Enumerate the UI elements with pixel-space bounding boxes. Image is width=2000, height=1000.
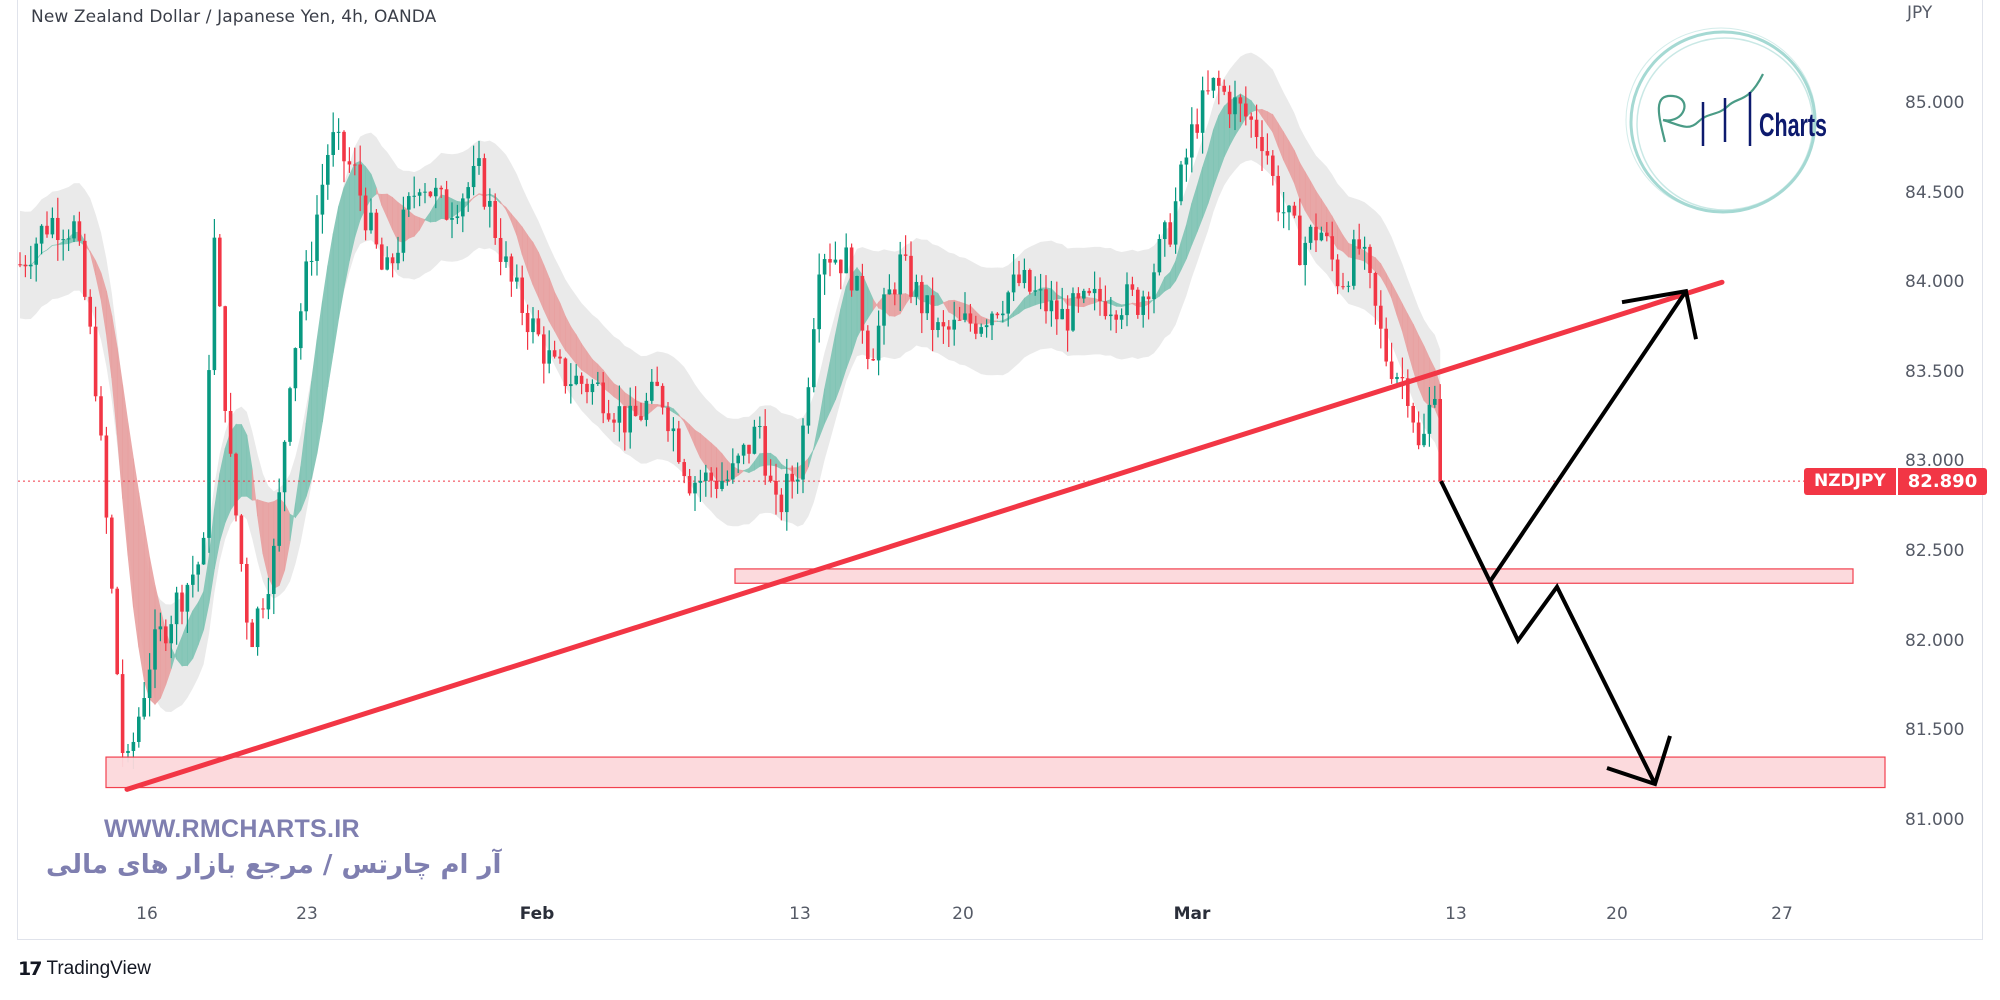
watermark-tagline: آر ام چارتس / مرجع بازار های مالی (46, 850, 502, 880)
tradingview-brand: TradingView (46, 958, 152, 979)
price-tick: 85.000 (1905, 93, 1965, 113)
price-tick: 83.500 (1905, 361, 1965, 382)
price-tick: 84.500 (1905, 182, 1965, 203)
axis-currency-label: JPY (1907, 3, 1933, 23)
time-tick: 13 (789, 904, 811, 924)
badge-symbol: NZDJPY (1804, 468, 1896, 496)
zone-support-lower[interactable] (105, 756, 1886, 789)
projection-arrows[interactable] (1439, 288, 1698, 787)
logo-candles-icon (1701, 92, 1752, 146)
candlesticks (18, 70, 1442, 769)
badge-price: 82.890 (1897, 468, 1988, 496)
chart-title: New Zealand Dollar / Japanese Yen, 4h, O… (31, 7, 437, 27)
logo-text: Charts (1759, 107, 1827, 143)
logo-signature-icon (1657, 73, 1764, 143)
time-tick: 20 (1606, 904, 1628, 924)
price-tick: 81.500 (1905, 720, 1965, 741)
footer-branding[interactable]: 17 TradingView (18, 958, 151, 980)
price-tick: 84.000 (1905, 272, 1965, 293)
time-tick: 16 (136, 904, 158, 924)
time-tick: 13 (1445, 904, 1467, 924)
tradingview-logo-icon: 17 (18, 958, 42, 980)
price-tick: 82.000 (1905, 630, 1965, 651)
last-price-badge: NZDJPY 82.890 (1804, 468, 1988, 496)
time-tick: Mar (1173, 904, 1211, 924)
time-tick: Feb (519, 904, 555, 924)
support-zones[interactable] (105, 568, 1886, 789)
logo-circle-icon (1625, 27, 1817, 214)
trendline[interactable] (124, 279, 1725, 792)
zone-support-upper[interactable] (734, 568, 1854, 584)
time-tick: 27 (1771, 904, 1793, 924)
price-tick: 83.000 (1905, 451, 1965, 472)
watermark-url: WWW.RMCHARTS.IR (104, 815, 360, 843)
time-tick: 20 (952, 904, 974, 924)
rmcharts-logo: Charts (1613, 24, 1831, 224)
price-tick: 82.500 (1905, 541, 1965, 561)
bollinger-band (20, 52, 1441, 712)
ma-ribbon (19, 93, 1441, 706)
time-tick: 23 (296, 904, 318, 924)
price-tick: 81.000 (1905, 809, 1965, 830)
